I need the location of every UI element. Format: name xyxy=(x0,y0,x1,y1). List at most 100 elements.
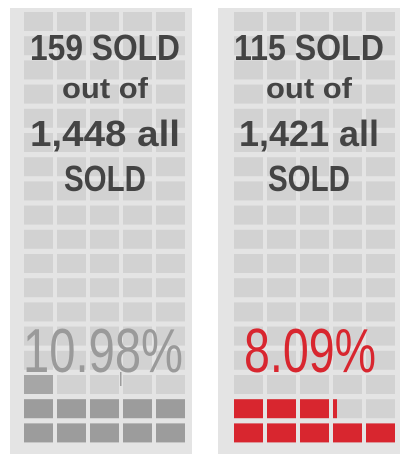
cell xyxy=(123,350,152,370)
cell xyxy=(156,302,185,322)
cell xyxy=(123,133,152,152)
cell xyxy=(123,108,152,128)
cell xyxy=(234,108,263,128)
cell xyxy=(366,84,395,104)
cell xyxy=(90,278,119,298)
cell xyxy=(333,133,362,152)
filled-cell xyxy=(333,423,362,443)
cell xyxy=(90,157,119,177)
headline: out of xyxy=(266,73,352,105)
cell xyxy=(156,157,185,177)
cell xyxy=(123,278,152,298)
cell xyxy=(57,157,86,177)
cell xyxy=(156,181,185,201)
filled-cell xyxy=(234,399,263,419)
cell xyxy=(24,278,53,298)
headline: 159 SOLD xyxy=(30,27,180,68)
cell xyxy=(366,350,395,370)
cell xyxy=(267,60,296,80)
cell xyxy=(57,205,86,225)
cell xyxy=(57,375,86,394)
cell xyxy=(24,326,53,346)
filled-cell xyxy=(156,399,185,419)
cell xyxy=(90,229,119,249)
cell xyxy=(90,326,119,346)
cell xyxy=(123,84,152,104)
cell xyxy=(267,375,296,394)
cell xyxy=(123,36,152,56)
filled-cell xyxy=(57,423,86,443)
cell xyxy=(24,350,53,370)
cell xyxy=(234,254,263,273)
filled-cell xyxy=(366,423,395,443)
cell xyxy=(90,12,119,31)
cell xyxy=(234,36,263,56)
cell xyxy=(234,205,263,225)
cell xyxy=(24,84,53,104)
cell xyxy=(333,108,362,128)
cell xyxy=(57,181,86,201)
cell xyxy=(123,181,152,201)
filled-cell xyxy=(267,399,296,419)
cell xyxy=(90,84,119,104)
cell xyxy=(156,229,185,249)
filled-cell xyxy=(24,423,53,443)
cell xyxy=(90,108,119,128)
cell xyxy=(24,12,53,31)
cell xyxy=(267,229,296,249)
cell xyxy=(156,254,185,273)
cell xyxy=(300,302,329,322)
cell xyxy=(57,302,86,322)
filled-cell xyxy=(24,375,53,394)
cell xyxy=(333,12,362,31)
cell xyxy=(123,205,152,225)
cell xyxy=(234,84,263,104)
cell xyxy=(234,181,263,201)
filled-cell xyxy=(300,399,329,419)
cell xyxy=(333,302,362,322)
cell xyxy=(333,181,362,201)
filled-cell xyxy=(156,423,185,443)
cell-grid xyxy=(10,8,400,454)
cell xyxy=(267,205,296,225)
cell xyxy=(90,254,119,273)
cell xyxy=(156,60,185,80)
cell xyxy=(366,205,395,225)
cell xyxy=(366,302,395,322)
cell xyxy=(333,60,362,80)
cell xyxy=(267,302,296,322)
cell xyxy=(234,229,263,249)
filled-cell xyxy=(300,423,329,443)
cell xyxy=(366,133,395,152)
cell xyxy=(333,278,362,298)
cell xyxy=(333,84,362,104)
cell xyxy=(156,326,185,346)
cell xyxy=(156,350,185,370)
cell xyxy=(90,36,119,56)
cell xyxy=(366,375,395,394)
cell xyxy=(267,181,296,201)
cell xyxy=(267,84,296,104)
cell xyxy=(24,108,53,128)
cell xyxy=(366,157,395,177)
cell xyxy=(234,133,263,152)
cell xyxy=(267,36,296,56)
cell xyxy=(24,302,53,322)
cell xyxy=(24,36,53,56)
cell xyxy=(300,84,329,104)
cell xyxy=(300,375,329,394)
filled-cell xyxy=(57,399,86,419)
cell xyxy=(333,205,362,225)
cell xyxy=(90,350,119,370)
cell xyxy=(90,133,119,152)
cell xyxy=(156,36,185,56)
cell xyxy=(267,278,296,298)
cell xyxy=(123,157,152,177)
cell xyxy=(57,278,86,298)
cell xyxy=(156,375,185,394)
cell xyxy=(267,12,296,31)
cell xyxy=(57,326,86,346)
cell xyxy=(90,181,119,201)
cell xyxy=(267,350,296,370)
